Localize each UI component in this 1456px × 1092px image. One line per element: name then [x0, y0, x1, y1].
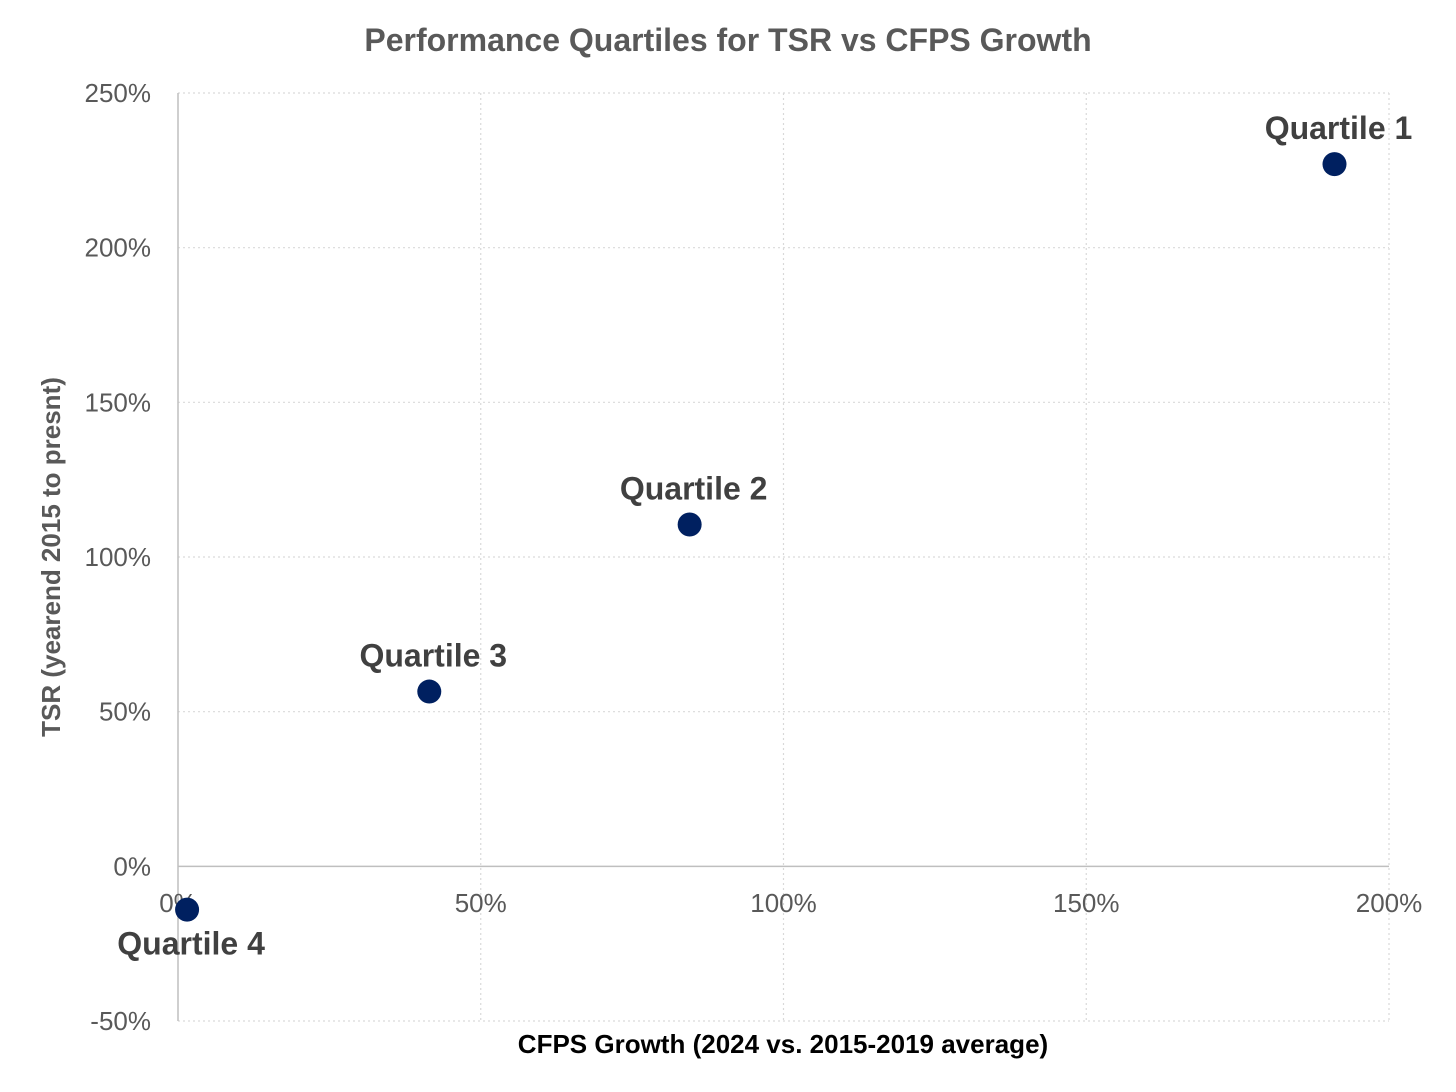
y-tick-label: 50%	[99, 697, 151, 727]
y-tick-labels: -50% 0% 50% 100% 150% 200% 250%	[85, 78, 152, 1036]
x-tick-label: 200%	[1356, 888, 1423, 918]
x-tick-label: 100%	[750, 888, 817, 918]
y-tick-label: 250%	[85, 78, 152, 108]
x-tick-label: 150%	[1053, 888, 1120, 918]
point-label: Quartile 1	[1265, 110, 1413, 146]
data-point	[417, 679, 442, 704]
chart-title: Performance Quartiles for TSR vs CFPS Gr…	[364, 22, 1091, 58]
y-tick-label: 0%	[113, 851, 151, 881]
data-point	[677, 512, 702, 537]
gridlines	[178, 92, 1390, 1022]
point-label: Quartile 4	[117, 926, 265, 962]
x-axis-label: CFPS Growth (2024 vs. 2015-2019 average)	[518, 1029, 1048, 1059]
y-tick-label: 200%	[85, 233, 152, 263]
data-point	[1322, 152, 1347, 177]
point-label: Quartile 3	[359, 638, 507, 674]
y-tick-label: 100%	[85, 542, 152, 572]
point-label: Quartile 2	[620, 471, 768, 507]
point-labels: Quartile 1 Quartile 2 Quartile 3 Quartile 4	[117, 110, 1412, 961]
y-axis-label: TSR (yearend 2015 to presnt)	[36, 377, 66, 737]
axes	[177, 93, 1389, 1021]
y-tick-label: 150%	[85, 387, 152, 417]
x-tick-label: 50%	[455, 888, 507, 918]
data-points	[175, 152, 1347, 922]
y-tick-label: -50%	[90, 1006, 151, 1036]
data-point	[175, 897, 200, 922]
x-tick-labels: 0%50%100%150%200%	[159, 888, 1422, 918]
